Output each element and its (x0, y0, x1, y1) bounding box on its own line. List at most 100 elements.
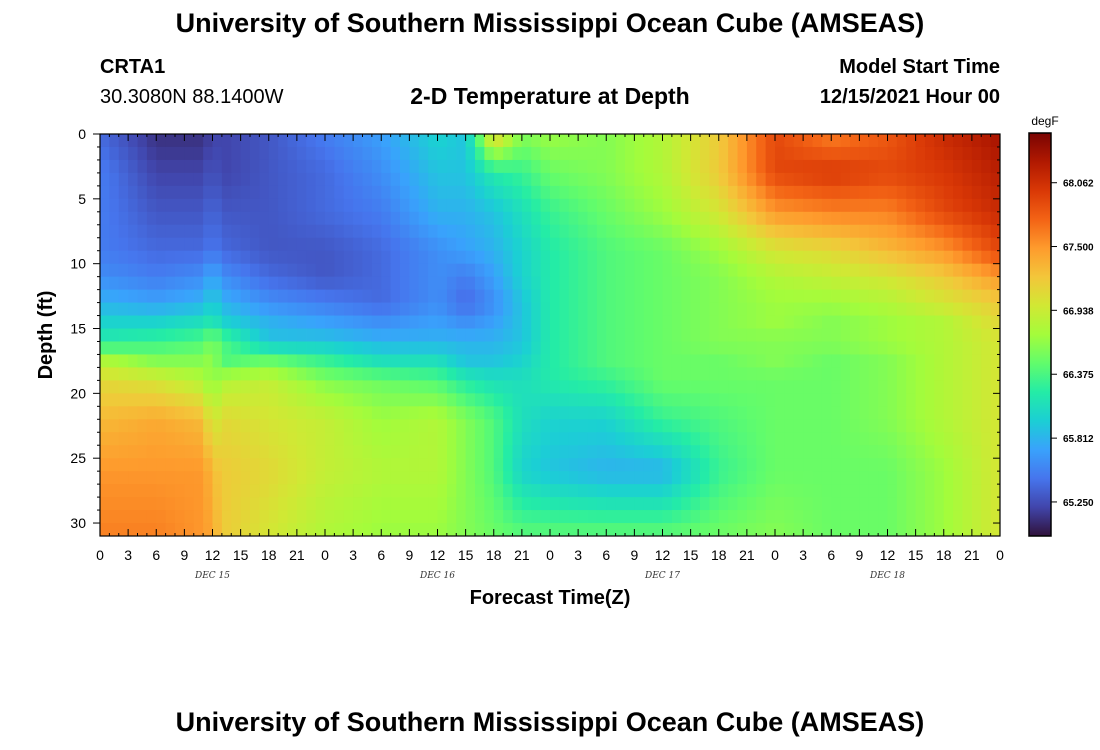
heatmap-cell (128, 211, 139, 226)
heatmap-cell (315, 393, 326, 407)
heatmap-cell (587, 510, 598, 524)
heatmap-cell (493, 510, 504, 524)
heatmap-cell (437, 250, 448, 265)
heatmap-cell (568, 224, 579, 239)
heatmap-cell (868, 198, 879, 213)
heatmap-cell (775, 146, 785, 161)
heatmap-cell (390, 250, 401, 265)
heatmap-cell (596, 367, 607, 381)
heatmap-cell (512, 367, 523, 381)
heatmap-cell (681, 419, 692, 433)
heatmap-cell (596, 159, 607, 174)
heatmap-cell (390, 211, 401, 226)
heatmap-cell (784, 484, 795, 498)
heatmap-cell (109, 250, 120, 265)
heatmap-cell (409, 302, 420, 317)
heatmap-cell (568, 198, 579, 213)
heatmap-cell (175, 289, 185, 304)
heatmap-cell (278, 458, 289, 472)
heatmap-cell (221, 354, 232, 369)
heatmap-cell (400, 445, 410, 459)
heatmap-cell (446, 510, 457, 524)
heatmap-cell (240, 471, 251, 485)
heatmap-cell (606, 432, 617, 446)
heatmap-cell (653, 134, 664, 148)
heatmap-cell (296, 510, 307, 524)
heatmap-cell (671, 471, 682, 485)
heatmap-cell (250, 224, 260, 239)
heatmap-cell (493, 341, 504, 356)
heatmap-cell (550, 458, 560, 472)
heatmap-cell (231, 315, 242, 330)
heatmap-cell (559, 198, 570, 213)
heatmap-cell (596, 432, 607, 446)
heatmap-cell (915, 393, 926, 407)
heatmap-cell (315, 354, 326, 369)
heatmap-cell (793, 211, 804, 226)
heatmap-cell (812, 198, 823, 213)
heatmap-cell (662, 367, 673, 381)
heatmap-cell (578, 328, 589, 343)
heatmap-cell (943, 432, 954, 446)
heatmap-cell (681, 341, 692, 356)
heatmap-cell (231, 276, 242, 291)
heatmap-cell (531, 367, 542, 381)
heatmap-cell (521, 172, 532, 187)
heatmap-cell (756, 263, 767, 278)
heatmap-cell (325, 146, 335, 161)
heatmap-cell (175, 146, 185, 161)
heatmap-cell (775, 134, 785, 148)
heatmap-cell (859, 250, 870, 265)
heatmap-cell (418, 289, 429, 304)
heatmap-cell (587, 289, 598, 304)
heatmap-cell (943, 263, 954, 278)
heatmap-cell (268, 146, 279, 161)
heatmap-cell (259, 380, 270, 394)
heatmap-cell (887, 367, 898, 381)
heatmap-cell (868, 250, 879, 265)
heatmap-cell (671, 302, 682, 317)
heatmap-cell (475, 289, 485, 304)
heatmap-cell (568, 263, 579, 278)
heatmap-cell (100, 354, 110, 369)
heatmap-cell (231, 250, 242, 265)
heatmap-cell (521, 484, 532, 498)
heatmap-cell (212, 276, 223, 291)
heatmap-cell (259, 250, 270, 265)
heatmap-cell (765, 445, 776, 459)
heatmap-cell (578, 198, 589, 213)
heatmap-cell (193, 406, 204, 420)
heatmap-cell (596, 380, 607, 394)
heatmap-cell (437, 211, 448, 226)
heatmap-cell (868, 432, 879, 446)
heatmap-cell (850, 471, 860, 485)
heatmap-cell (756, 523, 767, 536)
heatmap-cell (353, 419, 364, 433)
heatmap-cell (934, 510, 945, 524)
heatmap-cell (578, 263, 589, 278)
heatmap-cell (578, 471, 589, 485)
heatmap-cell (662, 146, 673, 161)
heatmap-cell (484, 159, 495, 174)
heatmap-cell (868, 471, 879, 485)
heatmap-cell (981, 341, 992, 356)
heatmap-cell (793, 510, 804, 524)
heatmap-cell (990, 510, 1000, 524)
heatmap-cell (400, 432, 410, 446)
heatmap-cell (634, 419, 645, 433)
heatmap-cell (296, 432, 307, 446)
heatmap-cell (296, 419, 307, 433)
heatmap-cell (728, 445, 739, 459)
heatmap-cell (184, 419, 195, 433)
heatmap-cell (325, 419, 335, 433)
heatmap-cell (371, 484, 382, 498)
heatmap-cell (193, 302, 204, 317)
heatmap-cell (409, 523, 420, 536)
heatmap-cell (568, 445, 579, 459)
heatmap-cell (840, 406, 851, 420)
heatmap-cell (981, 445, 992, 459)
heatmap-cell (840, 341, 851, 356)
heatmap-cell (381, 354, 392, 369)
heatmap-cell (109, 380, 120, 394)
heatmap-cell (700, 458, 710, 472)
